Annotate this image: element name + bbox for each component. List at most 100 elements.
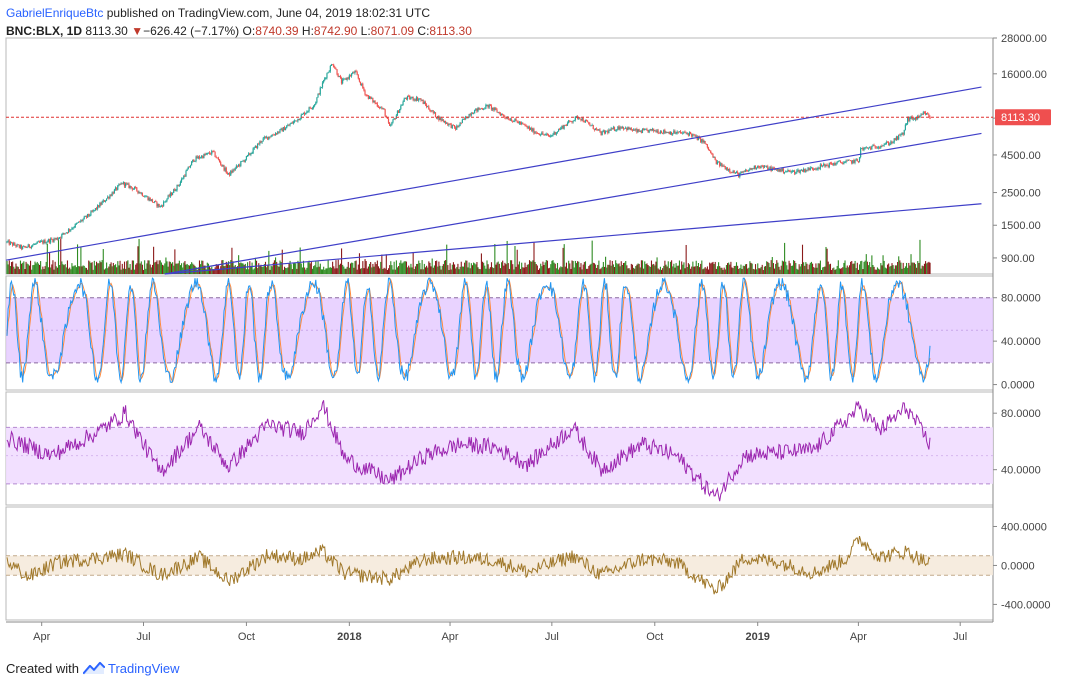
trendlines[interactable] xyxy=(5,86,982,275)
volume-bar xyxy=(115,264,117,274)
volume-bar xyxy=(429,262,431,274)
volume-bar xyxy=(280,262,282,274)
candle-body xyxy=(429,109,431,112)
volume-bar xyxy=(245,269,248,274)
candle-body xyxy=(79,221,81,223)
candle-body xyxy=(381,107,383,109)
volume-bar xyxy=(838,268,840,274)
volume-bar xyxy=(625,261,627,274)
volume-bar xyxy=(473,262,475,274)
volume-bar xyxy=(427,267,429,274)
volume-bar xyxy=(117,261,119,274)
candle-body xyxy=(480,108,482,110)
candle-body xyxy=(24,246,26,247)
volume-bar xyxy=(249,261,251,274)
price-tick-label: 900.00 xyxy=(1001,253,1035,265)
volume-bar xyxy=(564,266,566,274)
trendline-3[interactable] xyxy=(164,203,982,275)
volume-bar xyxy=(40,261,42,274)
volume-bar xyxy=(554,263,556,274)
candle-body xyxy=(824,163,826,167)
volume-bar xyxy=(465,260,467,274)
candle-body xyxy=(411,97,413,99)
candle-body xyxy=(921,114,923,116)
volume-bar xyxy=(87,269,89,274)
candle-body xyxy=(733,170,735,174)
volume-bar xyxy=(285,267,287,274)
candle-body xyxy=(55,237,57,240)
volume-bar xyxy=(301,267,303,274)
volume-bar xyxy=(730,261,732,274)
candle-body xyxy=(923,112,926,114)
volume-bar xyxy=(112,262,114,274)
volume-bar xyxy=(411,267,413,274)
candle-body xyxy=(759,167,761,169)
candle-body xyxy=(231,170,233,173)
candle-body xyxy=(116,187,118,190)
candle-body xyxy=(617,126,619,130)
candle-body xyxy=(903,129,905,135)
volume-bar xyxy=(573,267,575,274)
volume-bar xyxy=(927,262,929,274)
candle-body xyxy=(818,167,820,169)
author-link[interactable]: GabrielEnriqueBtc xyxy=(6,6,104,20)
candle-body xyxy=(744,170,746,172)
candle-body xyxy=(777,169,779,171)
candle-body xyxy=(672,133,674,135)
candle-body xyxy=(109,195,111,199)
volume-bar xyxy=(928,261,930,274)
volume-bar xyxy=(370,261,372,274)
candle-body xyxy=(827,165,829,167)
volume-bar xyxy=(925,261,927,274)
candle-body xyxy=(485,105,487,109)
candle-body xyxy=(799,170,801,173)
volume-bar xyxy=(66,260,69,274)
candle-body xyxy=(240,161,242,166)
candle-body xyxy=(794,170,796,174)
volume-bar xyxy=(372,263,374,274)
volume-bar xyxy=(35,263,37,274)
candle-body xyxy=(491,107,494,110)
volume-bar xyxy=(157,264,159,274)
candle-body xyxy=(631,130,634,132)
candle-body xyxy=(224,167,226,171)
volume-bar xyxy=(362,261,364,274)
volume-bar xyxy=(641,260,644,274)
volume-bar xyxy=(513,269,515,274)
trendline-2[interactable] xyxy=(164,132,982,275)
volume-bar xyxy=(49,252,51,274)
candle-body xyxy=(778,169,780,172)
candle-body xyxy=(273,134,275,136)
volume-bar xyxy=(328,267,330,274)
volume-bar xyxy=(665,264,667,274)
volume-bar xyxy=(503,265,505,274)
volume-bar xyxy=(464,262,466,274)
candle-body xyxy=(676,131,678,134)
trendline-1[interactable] xyxy=(5,86,982,261)
volume-bar xyxy=(521,262,523,274)
candle-body xyxy=(608,129,610,133)
volume-bar xyxy=(675,263,677,274)
volume-bar xyxy=(860,261,862,274)
candle-body xyxy=(352,72,354,74)
volume-bar xyxy=(906,262,908,274)
candle-body xyxy=(640,131,642,133)
volume-bar xyxy=(194,265,196,274)
volume-bar xyxy=(515,266,517,274)
candle-body xyxy=(250,153,252,155)
candle-body xyxy=(137,190,139,193)
candle-body xyxy=(645,128,647,130)
volume-bar xyxy=(377,266,380,274)
candle-body xyxy=(47,239,49,242)
volume-bar xyxy=(599,269,601,274)
volume-bar xyxy=(131,260,133,274)
rsi-tick-label: 40.0000 xyxy=(1001,465,1041,477)
candle-body xyxy=(346,77,348,80)
tradingview-brand[interactable]: TradingView xyxy=(108,661,180,676)
stoch-tick-label: 80.0000 xyxy=(1001,293,1041,305)
candle-body xyxy=(149,197,151,201)
volume-bar xyxy=(558,269,560,274)
candle-body xyxy=(568,120,570,123)
volume-bar xyxy=(89,261,91,274)
